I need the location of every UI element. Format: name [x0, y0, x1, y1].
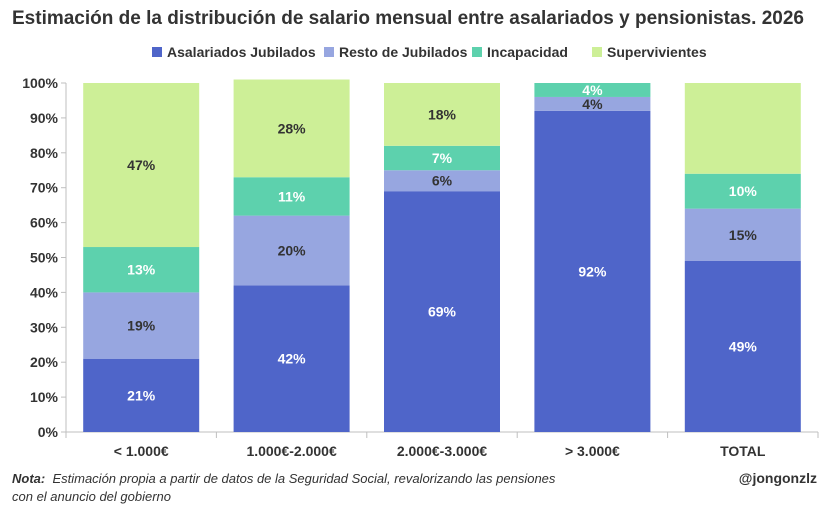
- legend-item: Supervivientes: [592, 44, 707, 60]
- bar-segment: [684, 173, 801, 209]
- legend-swatch: [472, 47, 482, 57]
- data-label: 13%: [127, 262, 156, 278]
- data-label: 69%: [428, 304, 457, 320]
- data-label: 28%: [278, 120, 307, 136]
- bar-segment: [83, 247, 200, 293]
- x-tick-label: < 1.000€: [114, 443, 169, 459]
- y-tick-label: 90%: [30, 110, 59, 126]
- y-tick-label: 40%: [30, 284, 59, 300]
- legend-label: Resto de Jubilados: [339, 44, 468, 60]
- data-label: 42%: [278, 351, 307, 367]
- data-label: 6%: [432, 173, 453, 189]
- data-label: 19%: [127, 318, 156, 334]
- y-tick-label: 20%: [30, 354, 59, 370]
- author-handle: @jongonzlz: [738, 470, 817, 486]
- data-label: 92%: [578, 263, 607, 279]
- data-label: 21%: [127, 387, 156, 403]
- x-tick-label: 1.000€-2.000€: [246, 443, 337, 459]
- bar-segment: [534, 83, 651, 97]
- y-tick-label: 60%: [30, 215, 59, 231]
- legend-item: Resto de Jubilados: [324, 44, 467, 60]
- bar-segment: [233, 177, 350, 216]
- data-label: 7%: [432, 150, 453, 166]
- legend-label: Supervivientes: [607, 44, 707, 60]
- footnote-label: Nota:: [12, 471, 46, 486]
- y-tick-label: 0%: [38, 424, 59, 440]
- legend-item: Incapacidad: [472, 44, 568, 60]
- y-tick-label: 100%: [22, 75, 58, 91]
- data-label: 11%: [278, 188, 306, 204]
- bar-segment: [684, 260, 801, 432]
- bar-segment: [384, 191, 500, 432]
- legend-swatch: [324, 47, 334, 57]
- bar-segment: [83, 83, 200, 248]
- bar-segment: [384, 145, 500, 171]
- data-label: 10%: [729, 183, 758, 199]
- bar-segment: [83, 292, 200, 359]
- legend-swatch: [152, 47, 162, 57]
- bar-segment: [83, 358, 200, 432]
- y-tick-label: 50%: [30, 250, 59, 266]
- y-tick-label: 10%: [30, 389, 59, 405]
- data-label: 49%: [729, 338, 758, 354]
- bar-segment: [233, 215, 350, 286]
- data-label: 4%: [582, 82, 603, 98]
- legend-item: Asalariados Jubilados: [152, 44, 316, 60]
- data-label: 15%: [729, 227, 758, 243]
- x-tick-label: TOTAL: [720, 443, 766, 459]
- bar-segment: [684, 83, 801, 174]
- bar-segment: [534, 110, 651, 433]
- legend-label: Asalariados Jubilados: [167, 44, 316, 60]
- bar-segment: [384, 83, 500, 146]
- y-tick-label: 80%: [30, 145, 59, 161]
- legend-label: Incapacidad: [487, 44, 568, 60]
- footnote-text: Estimación propia a partir de datos de l…: [12, 471, 556, 504]
- legend-swatch: [592, 47, 602, 57]
- bar-segment: [534, 96, 651, 111]
- bar-segment: [233, 285, 350, 432]
- legend: Asalariados Jubilados Resto de Jubilados I…: [0, 44, 829, 64]
- x-tick-label: 2.000€-3.000€: [397, 443, 488, 459]
- data-label: 18%: [428, 106, 457, 122]
- y-tick-label: 70%: [30, 180, 59, 196]
- data-label: 47%: [127, 157, 156, 173]
- data-label: 4%: [582, 96, 603, 112]
- bar-segment: [684, 208, 801, 261]
- bar-segment: [233, 79, 350, 178]
- footnote: Nota: Estimación propia a partir de dato…: [12, 470, 572, 506]
- bar-segment: [384, 170, 500, 192]
- y-tick-label: 30%: [30, 319, 59, 335]
- x-tick-label: > 3.000€: [565, 443, 620, 459]
- data-label: 20%: [278, 243, 307, 259]
- chart-title: Estimación de la distribución de salario…: [12, 8, 804, 29]
